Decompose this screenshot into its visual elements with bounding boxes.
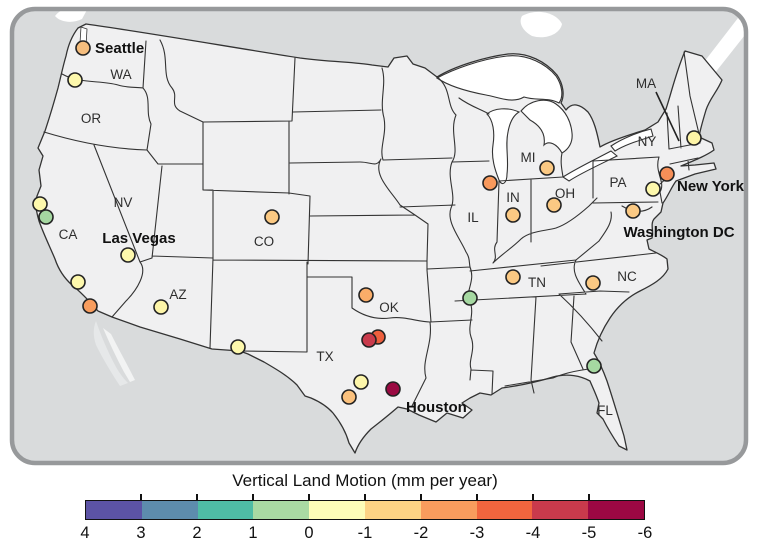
baja-peninsula — [93, 321, 135, 386]
station-dot-los-angeles — [70, 274, 86, 290]
state-label-ok: OK — [379, 300, 399, 315]
colorbar-tickmark — [364, 494, 366, 501]
lake-huron — [520, 99, 573, 154]
station-dot-boston — [686, 130, 702, 146]
state-label-in: IN — [506, 190, 520, 205]
colorbar-segment-0to-1 — [309, 501, 365, 519]
colorbar-segment--4to-5 — [532, 501, 589, 519]
colorbar-ticklabel--3: -3 — [469, 524, 485, 542]
colorbar-segment--5to-6 — [588, 501, 644, 519]
station-dot-new-york — [659, 166, 675, 182]
map-frame — [9, 6, 749, 466]
colorbar-segment--3to-4 — [476, 501, 533, 519]
ma-leader-line — [655, 91, 680, 142]
city-label-las-vegas: Las Vegas — [102, 230, 175, 247]
state-label-nv: NV — [114, 195, 133, 210]
colorbar-tickmark — [588, 494, 590, 501]
state-label-co: CO — [254, 234, 274, 249]
lake-ontario — [610, 128, 654, 152]
station-dot-denver — [264, 209, 280, 225]
colorbar-ticklabel--4: -4 — [525, 524, 541, 542]
colorbar-ticklabel-0: 0 — [304, 524, 314, 542]
state-label-tn: TN — [528, 275, 546, 290]
state-label-fl: FL — [597, 403, 613, 418]
colorbar-tickmark — [420, 494, 422, 501]
station-dot-san-francisco — [32, 196, 48, 212]
station-dot-detroit — [539, 160, 555, 176]
state-label-mi: MI — [521, 150, 536, 165]
colorbar-segment-4to3 — [86, 501, 142, 519]
state-borders — [43, 39, 701, 407]
colorbar-tickmark — [196, 494, 198, 501]
lake-superior — [435, 55, 563, 104]
colorbar-segment--2to-3 — [420, 501, 477, 519]
state-label-ma: MA — [636, 76, 656, 91]
colorbar-ticklabel-4: 4 — [80, 524, 90, 542]
station-dot-charlotte — [585, 275, 601, 291]
colorbar-ticklabel-1: 1 — [248, 524, 258, 542]
station-dot-houston — [385, 381, 401, 397]
station-dot-washington-dc — [625, 203, 641, 219]
station-dot-nashville — [505, 269, 521, 285]
station-dot-phoenix — [153, 299, 169, 315]
state-label-ca: CA — [59, 227, 78, 242]
colorbar-ticklabel--1: -1 — [357, 524, 373, 542]
state-label-or: OR — [81, 111, 102, 126]
state-label-nc: NC — [617, 269, 637, 284]
station-dot-memphis — [462, 290, 478, 306]
city-label-seattle: Seattle — [95, 40, 144, 57]
state-label-il: IL — [467, 210, 479, 225]
colorbar-tickmark — [252, 494, 254, 501]
colorbar-ticklabel--5: -5 — [581, 524, 597, 542]
colorbar-ticklabel--2: -2 — [413, 524, 429, 542]
station-dot-chicago — [482, 175, 498, 191]
city-label-washington-dc: Washington DC — [623, 224, 734, 241]
station-dot-indianapolis — [505, 207, 521, 223]
lake-michigan — [486, 108, 521, 185]
city-label-houston: Houston — [406, 399, 467, 416]
colorbar-ticklabel-2: 2 — [192, 524, 202, 542]
station-dot-san-diego — [82, 298, 98, 314]
station-dot-fort-worth — [361, 332, 377, 348]
lake-erie — [561, 150, 618, 182]
station-dot-seattle — [75, 40, 91, 56]
colorbar-tickmark — [532, 494, 534, 501]
station-dot-austin — [353, 374, 369, 390]
stations-layer — [32, 40, 702, 405]
colorbar-ticklabel--6: -6 — [637, 524, 653, 542]
state-label-tx: TX — [316, 349, 333, 364]
state-label-pa: PA — [609, 175, 626, 190]
colorbar-segment--1to-2 — [364, 501, 421, 519]
state-label-oh: OH — [555, 186, 575, 201]
station-dot-portland — [67, 72, 83, 88]
station-dot-el-paso — [230, 339, 246, 355]
colorbar-segment-3to2 — [141, 501, 198, 519]
great-lakes — [79, 26, 654, 185]
state-labels: WA OR NV CA AZ CO OK TX IL IN OH MI PA N… — [59, 67, 657, 418]
colorbar-title: Vertical Land Motion (mm per year) — [232, 471, 498, 490]
colorbar-segment-2to1 — [197, 501, 254, 519]
state-label-wa: WA — [110, 67, 131, 82]
colorbar-segment-1to0 — [253, 501, 310, 519]
station-dot-san-antonio — [341, 389, 357, 405]
state-label-az: AZ — [169, 287, 186, 302]
city-labels: Seattle Las Vegas New York Washington DC… — [95, 40, 745, 416]
station-dot-las-vegas — [120, 247, 136, 263]
station-dot-san-jose — [38, 209, 54, 225]
station-dot-philadelphia — [645, 181, 661, 197]
colorbar — [85, 500, 645, 520]
station-dot-columbus — [546, 197, 562, 213]
colorbar-tickmark — [140, 494, 142, 501]
station-dot-oklahoma-city — [358, 287, 374, 303]
colorbar-ticklabel-3: 3 — [136, 524, 146, 542]
city-label-new-york: New York — [677, 178, 745, 195]
state-label-ny: NY — [638, 134, 657, 149]
colorbar-tickmark — [476, 494, 478, 501]
station-dot-jacksonville — [586, 358, 602, 374]
us-vlm-map: WA OR NV CA AZ CO OK TX IL IN OH MI PA N… — [9, 6, 749, 466]
colorbar-tickmark — [308, 494, 310, 501]
